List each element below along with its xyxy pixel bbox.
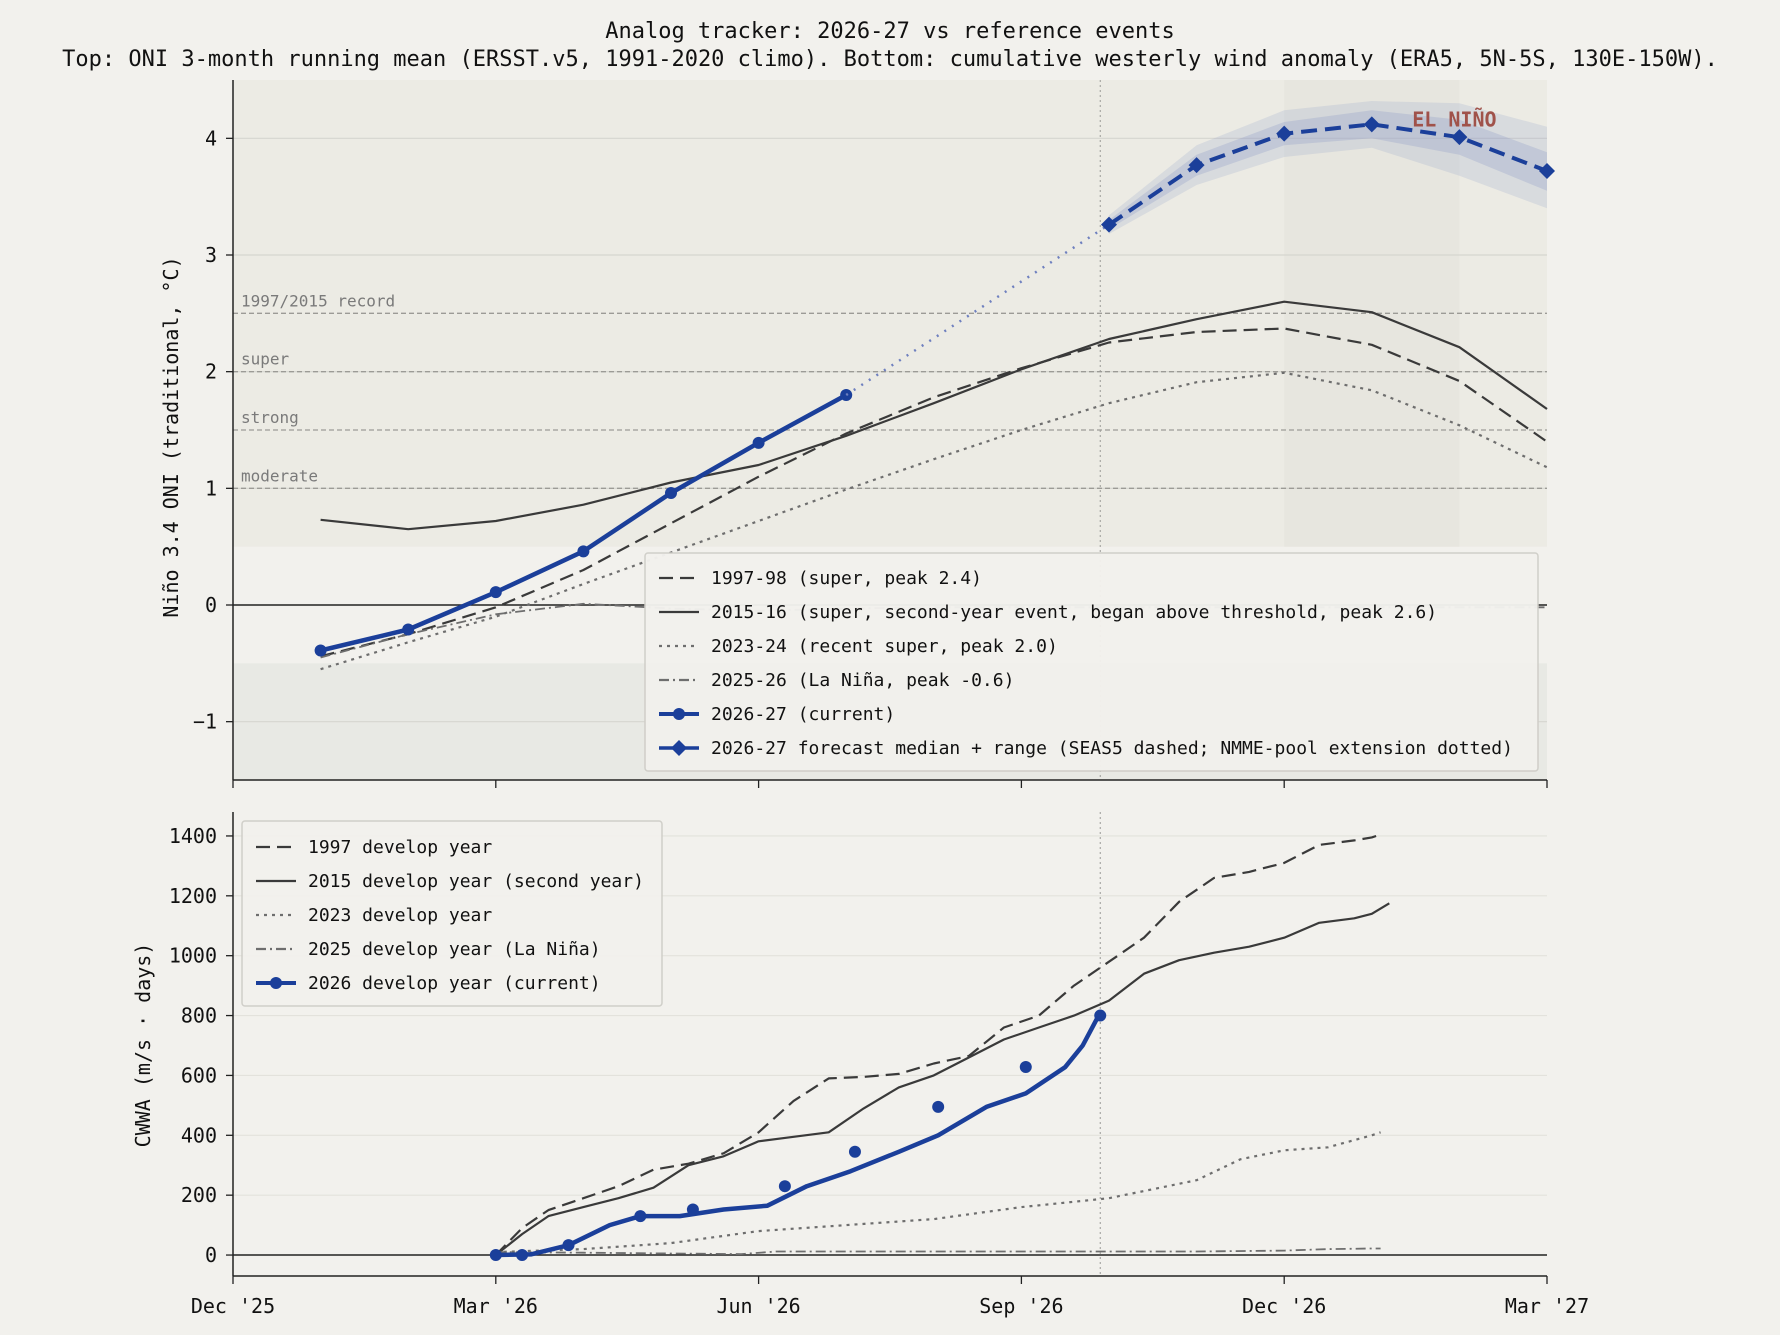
cwwa-legend-label: 2026 develop year (current): [308, 973, 601, 994]
cwwa-legend-label: 2025 develop year (La Niña): [308, 939, 601, 960]
oni-y-tick-label: 4: [205, 126, 217, 150]
cwwa-current-point: [932, 1100, 945, 1113]
threshold-label: 1997/2015 record: [241, 291, 395, 310]
oni-legend-label: 1997-98 (super, peak 2.4): [711, 568, 982, 589]
cwwa-current-point: [848, 1145, 861, 1158]
oni-forecast-point: [1363, 116, 1380, 133]
cwwa-current-point: [516, 1249, 529, 1262]
cwwa-current-point: [1019, 1061, 1032, 1074]
oni-current-point: [314, 644, 327, 657]
cwwa-y-tick-label: 800: [181, 1004, 217, 1028]
chart-subtitle: Top: ONI 3-month running mean (ERSST.v5,…: [62, 47, 1718, 72]
cwwa-current-point: [686, 1203, 699, 1216]
oni-y-tick-label: 1: [205, 476, 217, 500]
oni-legend: 1997-98 (super, peak 2.4) 2015-16 (super,…: [644, 552, 1539, 772]
cwwa-series-current: [495, 1011, 1103, 1258]
forecast-outer-range: [1109, 101, 1547, 234]
oni-current-point: [752, 436, 765, 449]
oni-current-point: [577, 545, 590, 558]
cwwa-legend-box: [241, 820, 663, 1007]
oni-y-axis-label: Niño 3.4 ONI (traditional, °C): [159, 256, 183, 617]
cwwa-legend-label: 1997 develop year: [308, 837, 492, 858]
cwwa-series-solid: [495, 902, 1390, 1256]
oni-series-solid: [320, 300, 1548, 531]
cwwa-y-tick-label: 1200: [169, 884, 217, 908]
cwwa-legend: 1997 develop year 2015 develop year (seco…: [241, 820, 663, 1007]
x-tick-label: Mar '27: [1505, 1294, 1589, 1318]
oni-series-dotted: [320, 371, 1548, 671]
cwwa-y-tick-label: 0: [205, 1243, 217, 1267]
x-tick-label: Mar '26: [454, 1294, 538, 1318]
oni-y-tick-label: 0: [205, 593, 217, 617]
oni-current-point: [489, 586, 502, 599]
oni-forecast-point: [1188, 157, 1205, 174]
x-tick-label: Jun '26: [716, 1294, 800, 1318]
forecast-inner-range: [1109, 110, 1547, 230]
cwwa-current-point: [778, 1180, 791, 1193]
oni-forecast-point: [1539, 163, 1555, 179]
x-tick-label: Dec '26: [1242, 1294, 1326, 1318]
cwwa-panel: 0 200 400 600 800 1000 1200 1400 1997 develop ye…: [169, 812, 1547, 1277]
oni-legend-box: [644, 552, 1539, 772]
threshold-label: strong: [241, 408, 299, 427]
chart-title: Analog tracker: 2026-27 vs reference eve…: [605, 19, 1175, 44]
cwwa-series-dotted: [495, 1131, 1381, 1254]
oni-forecast-point: [1101, 216, 1117, 233]
oni-y-tick-label: 3: [205, 243, 217, 267]
cwwa-y-axis-label: CWWA (m/s · days): [131, 943, 155, 1148]
oni-legend-label: 2023-24 (recent super, peak 2.0): [711, 636, 1058, 657]
oni-y-tick-label: 2: [205, 360, 217, 384]
oni-forecast-point: [1451, 129, 1468, 146]
cwwa-current-point: [634, 1210, 647, 1223]
oni-panel: −1 0 1 2 3 4 moderate strong super 1997/2015 reco…: [193, 80, 1555, 781]
cwwa-y-tick-label: 400: [181, 1123, 217, 1147]
cwwa-series-dashdot: [495, 1247, 1381, 1255]
threshold-label: super: [241, 350, 290, 369]
x-tick-label: Sep '26: [979, 1294, 1063, 1318]
cwwa-y-tick-label: 200: [181, 1183, 217, 1207]
el-nino-annotation: EL NIÑO: [1412, 108, 1496, 132]
oni-forecast-point: [1276, 125, 1293, 142]
cwwa-current-point: [489, 1249, 502, 1262]
oni-legend-label: 2025-26 (La Niña, peak -0.6): [711, 670, 1014, 691]
oni-legend-swatch-marker: [673, 708, 685, 720]
oni-legend-label: 2015-16 (super, second-year event, began…: [711, 602, 1437, 623]
cwwa-current-point: [1094, 1009, 1107, 1022]
oni-legend-swatch-marker: [671, 740, 687, 756]
cwwa-legend-label: 2023 develop year: [308, 905, 492, 926]
cwwa-y-tick-label: 600: [181, 1063, 217, 1087]
oni-current-point: [402, 623, 415, 636]
oni-series-forecast: [1107, 122, 1548, 227]
cwwa-legend-label: 2015 develop year (second year): [308, 871, 644, 892]
cwwa-y-tick-label: 1000: [169, 944, 217, 968]
oni-legend-label: 2026-27 (current): [711, 704, 895, 725]
x-tick-label: Dec '25: [191, 1294, 275, 1318]
x-axis: Dec '25 Mar '26 Jun '26 Sep '26 Dec '26 Mar '…: [191, 780, 1589, 1318]
cwwa-current-point: [562, 1239, 575, 1252]
cwwa-legend-swatch-marker: [270, 977, 282, 989]
oni-series-dashed: [320, 327, 1548, 658]
oni-y-tick-label: −1: [193, 710, 217, 734]
cwwa-y-tick-label: 1400: [169, 824, 217, 848]
threshold-label: moderate: [241, 466, 318, 485]
oni-current-point: [665, 487, 677, 499]
oni-legend-label: 2026-27 forecast median + range (SEAS5 d…: [711, 738, 1513, 759]
cwwa-series-dashed: [495, 833, 1381, 1256]
